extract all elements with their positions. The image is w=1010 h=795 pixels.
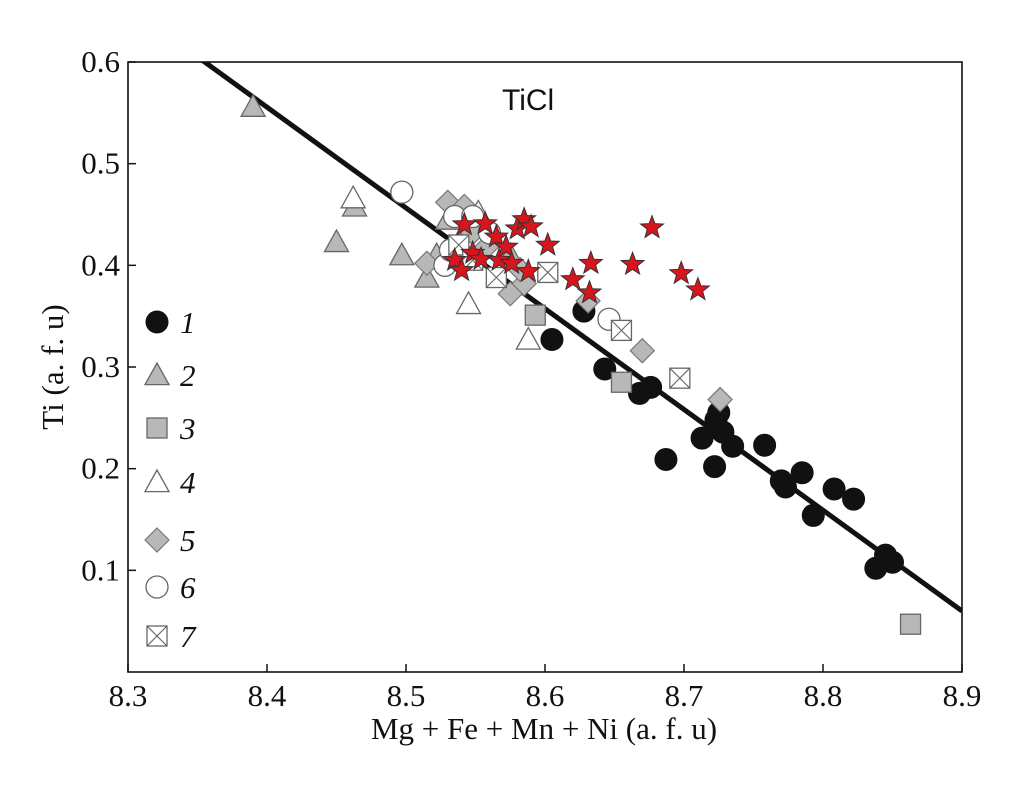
legend-marker [146, 625, 168, 647]
legend-item: 4 [143, 465, 196, 500]
data-point [560, 266, 586, 291]
y-tick-label: 0.6 [81, 44, 120, 79]
x-tick-label: 8.9 [943, 678, 982, 713]
legend-label: 6 [180, 570, 196, 605]
plot-frame [127, 61, 963, 673]
data-point [685, 276, 711, 301]
data-point [524, 304, 546, 326]
legend-item: 2 [143, 358, 196, 393]
legend-marker [143, 468, 171, 493]
data-point [493, 233, 519, 258]
x-tick-label: 8.3 [109, 678, 148, 713]
data-point [578, 249, 604, 275]
data-point [669, 367, 691, 389]
marker-layer [239, 93, 922, 635]
data-point [451, 211, 478, 236]
data-point [468, 245, 494, 271]
axes-layer: 8.3 8.4 8.5 8.6 8.7 8.8 8.9 0.1 0.2 0.3 0.4 0.5 0.6 [81, 44, 981, 713]
legend-label: 4 [180, 465, 196, 500]
data-point [899, 613, 922, 635]
y-axis-title: Ti (a. f. u) [35, 304, 70, 429]
data-point [822, 477, 846, 501]
trend-line [200, 62, 962, 614]
y-tick-label: 0.5 [81, 146, 120, 181]
data-point [239, 93, 267, 117]
x-tick-label: 8.5 [387, 678, 426, 713]
legend-marker [143, 361, 171, 386]
legend-item: 6 [145, 570, 196, 605]
data-point [668, 260, 695, 285]
data-point [629, 337, 656, 364]
data-point [448, 256, 475, 282]
data-point [323, 228, 350, 253]
data-point [455, 290, 482, 315]
legend-marker [145, 310, 169, 334]
legend-item: 3 [146, 411, 196, 446]
data-point [340, 184, 367, 209]
data-point [654, 448, 678, 472]
x-tick-label: 8.8 [804, 678, 843, 713]
data-point [486, 246, 512, 272]
data-point [881, 550, 904, 574]
legend-marker [145, 575, 169, 599]
data-point [773, 475, 797, 499]
legend: 1 2 3 4 5 6 7 [143, 305, 197, 654]
legend-label: 3 [179, 411, 196, 446]
data-point [721, 434, 745, 458]
legend-item: 5 [144, 523, 196, 558]
legend-marker [146, 417, 168, 439]
legend-label: 7 [180, 619, 197, 654]
data-point [576, 279, 603, 304]
data-point [485, 266, 508, 289]
trend-line-layer [200, 62, 962, 614]
data-point [619, 250, 646, 276]
data-point [707, 386, 733, 413]
y-tick-label: 0.2 [81, 451, 120, 486]
data-point [515, 257, 542, 283]
legend-label: 5 [180, 523, 196, 558]
y-tick-label: 0.1 [81, 552, 120, 587]
data-point [610, 319, 633, 342]
legend-item: 7 [146, 619, 197, 654]
data-point [842, 487, 866, 511]
plot-area [127, 61, 963, 673]
x-tick-label: 8.4 [248, 678, 287, 713]
data-point [703, 455, 727, 479]
data-point [610, 371, 633, 393]
data-point [483, 223, 510, 248]
data-point [535, 231, 561, 256]
series-TiCl [441, 206, 711, 304]
data-point [639, 214, 665, 239]
data-point [518, 213, 544, 238]
chart-annotation: TiCl [502, 84, 554, 117]
y-tick-label: 0.4 [81, 247, 120, 282]
legend-label: 2 [180, 358, 196, 393]
data-point [801, 503, 825, 527]
x-tick-label: 8.6 [526, 678, 565, 713]
series-1 [540, 299, 904, 580]
data-point [472, 210, 499, 235]
legend-item: 1 [145, 305, 196, 340]
data-point [388, 241, 415, 266]
data-point [790, 461, 814, 485]
data-point [414, 250, 440, 277]
data-point [540, 328, 564, 352]
data-point [441, 246, 468, 272]
y-tick-label: 0.3 [81, 349, 120, 384]
x-axis-title: Mg + Fe + Mn + Ni (a. f. u) [371, 711, 717, 746]
x-tick-label: 8.7 [665, 678, 704, 713]
data-point [593, 357, 617, 381]
data-point [515, 326, 542, 350]
legend-marker [144, 527, 170, 553]
data-point [753, 433, 777, 457]
data-point [690, 426, 714, 450]
data-point [413, 264, 440, 288]
legend-label: 1 [180, 305, 196, 340]
data-point [390, 180, 414, 204]
series-3 [524, 304, 922, 635]
data-point [498, 249, 525, 275]
data-point [639, 375, 663, 399]
data-point [537, 261, 559, 284]
